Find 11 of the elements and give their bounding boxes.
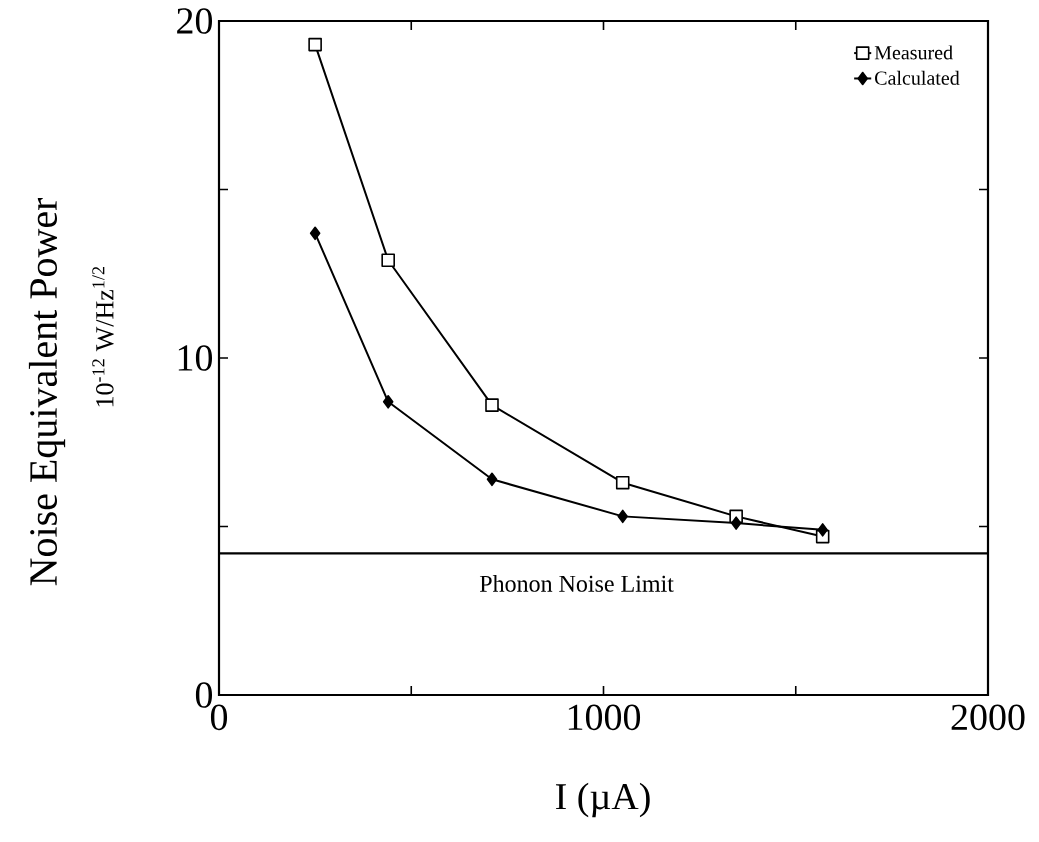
x-tick-label: 2000 [951,704,1025,731]
x-axis-title: I (µA) [555,782,650,818]
legend-label: Measured [874,45,953,60]
ref-line-label: Phonon Noise Limit [479,574,674,592]
legend-label: Calculated [875,70,960,85]
y-tick-label: 0 [195,682,213,708]
y-tick-label: 10 [178,345,213,371]
text: 10$^{-12}$ W/Hz$^{1/2}$ [92,266,114,407]
y-tick-label: 20 [177,8,213,34]
y-axis-title: Noise Equivalent Power [28,197,66,586]
x-tick-label: 1000 [568,704,641,731]
